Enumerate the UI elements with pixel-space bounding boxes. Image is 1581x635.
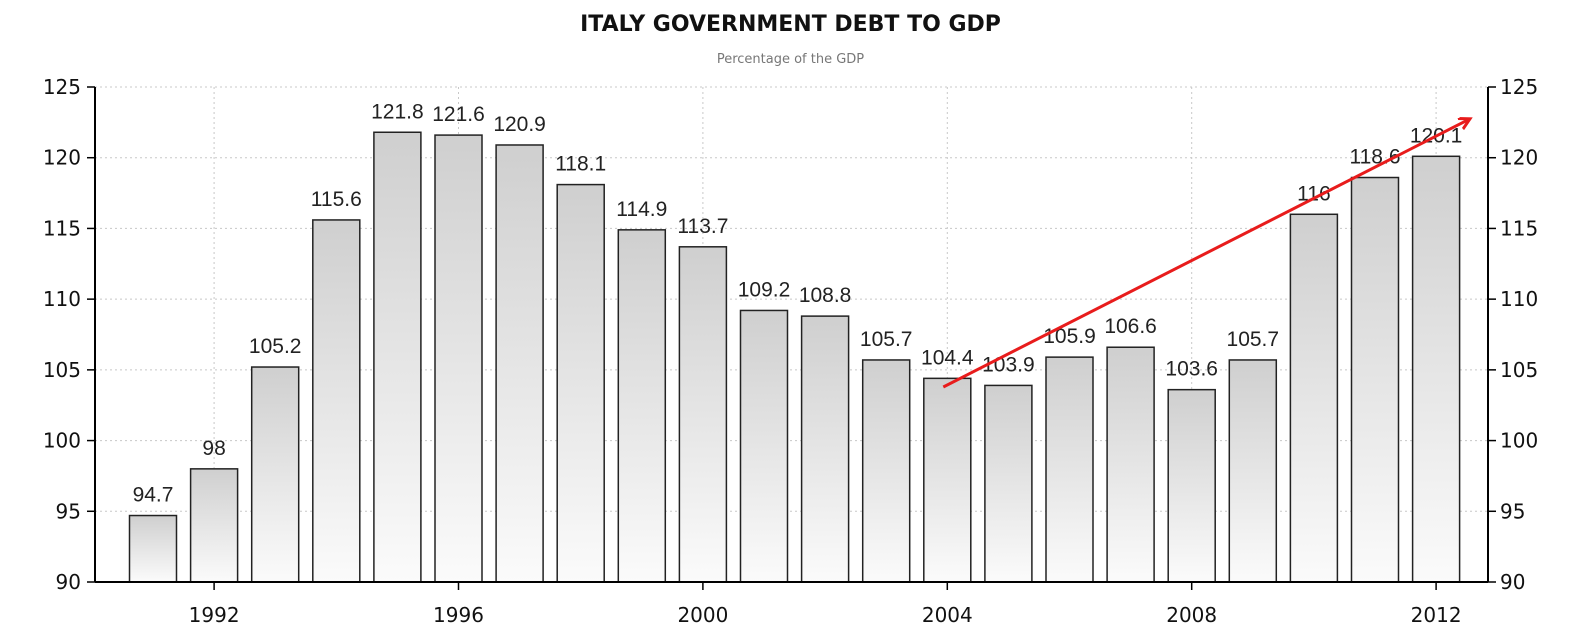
bar <box>373 131 422 583</box>
bar-value-label: 105.7 <box>1227 328 1280 351</box>
y-tick-label-right: 115 <box>1500 216 1538 240</box>
x-tick-label: 1996 <box>433 603 484 627</box>
y-tick-label-left: 100 <box>43 429 81 453</box>
bar-value-label: 113.7 <box>677 215 728 238</box>
bar <box>861 359 911 583</box>
y-tick-label-left: 95 <box>56 499 81 523</box>
y-tick-label-left: 120 <box>43 146 81 170</box>
y-tick-label-left: 90 <box>56 570 81 594</box>
bar <box>128 514 178 583</box>
bar-value-label: 116 <box>1297 182 1330 205</box>
bar <box>923 377 972 583</box>
bar <box>1350 176 1400 583</box>
chart-subtitle: Percentage of the GDP <box>716 52 865 67</box>
bar <box>617 229 667 583</box>
y-tick-label-left: 105 <box>43 358 81 382</box>
bar <box>1167 388 1216 583</box>
bar-value-label: 114.9 <box>616 198 667 221</box>
bar-value-label: 105.2 <box>249 335 302 358</box>
bar-value-label: 105.9 <box>1043 325 1096 348</box>
y-tick-label-right: 120 <box>1500 146 1538 170</box>
bar-value-label: 105.7 <box>860 328 913 351</box>
bar <box>1289 213 1339 583</box>
bar <box>739 309 789 583</box>
bar <box>1228 359 1278 583</box>
bar <box>189 468 239 583</box>
y-tick-label-right: 125 <box>1500 75 1538 99</box>
axes: 90 90 95 95 100 100 105 105 110 110 115 115 120 120 12… <box>43 75 1538 627</box>
bar-value-label: 109.2 <box>738 278 791 301</box>
bar <box>1045 356 1094 583</box>
bar <box>678 246 728 583</box>
bar-value-label: 108.8 <box>799 284 852 307</box>
bar-value-label: 103.9 <box>982 353 1035 376</box>
bar-value-label: 118.1 <box>555 153 606 176</box>
y-tick-label-right: 95 <box>1500 499 1525 523</box>
bar <box>800 315 850 583</box>
x-tick-label: 2000 <box>677 603 728 627</box>
bar-value-label: 98 <box>202 437 225 460</box>
trend-arrow <box>942 119 1469 389</box>
bar <box>312 219 361 583</box>
y-tick-label-right: 100 <box>1500 429 1538 453</box>
x-tick-label: 2004 <box>922 603 973 627</box>
bar-value-label: 94.7 <box>133 484 174 507</box>
y-tick-label-right: 110 <box>1500 287 1538 311</box>
bar-value-label: 121.8 <box>371 100 424 123</box>
bar <box>1106 346 1155 583</box>
y-tick-label-left: 125 <box>43 75 81 99</box>
bar <box>434 134 483 583</box>
y-tick-label-left: 115 <box>43 216 81 240</box>
annotations <box>942 119 1469 389</box>
bar-value-label: 104.4 <box>921 346 974 369</box>
y-tick-label-right: 105 <box>1500 358 1538 382</box>
x-tick-label: 2008 <box>1166 603 1217 627</box>
x-tick-label: 1992 <box>189 603 240 627</box>
y-tick-label-left: 110 <box>43 287 81 311</box>
bar <box>1411 155 1461 583</box>
y-tick-label-right: 90 <box>1500 570 1525 594</box>
bar-value-label: 120.9 <box>493 113 546 136</box>
chart-title: ITALY GOVERNMENT DEBT TO GDP <box>580 12 1001 37</box>
bar <box>984 384 1033 583</box>
bar-value-label: 115.6 <box>311 188 362 211</box>
bar-value-labels: 94.7 98 105.2 115.6 121.8 121.6 120.9 118.1 114.… <box>133 100 1463 506</box>
bar-value-label: 118.6 <box>1350 146 1401 169</box>
bars <box>128 131 1461 583</box>
bar <box>556 183 605 583</box>
bar-value-label: 121.6 <box>432 103 485 126</box>
bar <box>250 366 300 583</box>
bar <box>495 144 544 583</box>
bar-value-label: 106.6 <box>1104 315 1157 338</box>
x-tick-label: 2012 <box>1411 603 1462 627</box>
bar-value-label: 103.6 <box>1165 358 1218 381</box>
